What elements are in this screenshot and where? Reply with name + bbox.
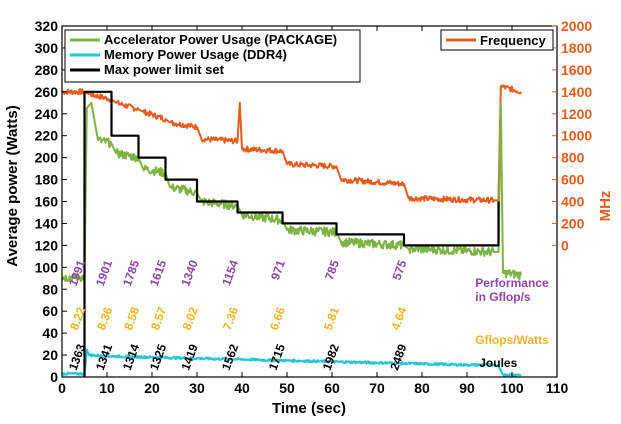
legend-label: Memory Power Usage (DDR4) [104, 47, 287, 62]
x-tick-label: 20 [144, 380, 160, 396]
performance-value: 785 [322, 258, 342, 282]
max-power-limit-line [83, 90, 500, 377]
y-tick-label: 140 [35, 215, 59, 231]
performance-group-label: in Gflop/s [475, 290, 531, 304]
y-tick-label: 100 [35, 259, 59, 275]
y2-tick-label: 400 [561, 194, 585, 210]
x-tick-label: 50 [279, 380, 295, 396]
legend-layer: Accelerator Power Usage (PACKAGE)Memory … [64, 29, 554, 83]
y2-tick-label: 1400 [561, 84, 592, 100]
y2-tick-label: 800 [561, 150, 585, 166]
legend-label: Frequency [480, 33, 547, 48]
y-tick-label: 60 [42, 303, 58, 319]
accelerator-power-line [61, 101, 522, 282]
y2-tick-label: 0 [561, 237, 569, 253]
y2-tick-label: 1200 [561, 106, 592, 122]
y-tick-label: 320 [35, 18, 59, 34]
y-tick-label: 120 [35, 237, 59, 253]
series-layer [61, 84, 522, 377]
y-tick-label: 300 [35, 40, 59, 56]
performance-value: 971 [268, 258, 288, 282]
x-tick-label: 80 [414, 380, 430, 396]
y-tick-label: 160 [35, 194, 59, 210]
ticks-layer: 0 10 20 30 40 50 60 70 80 90 100 110 0 20 40 60 80 100 120… [35, 18, 593, 396]
x-tick-label: 40 [234, 380, 250, 396]
x-tick-label: 100 [500, 380, 524, 396]
performance-value: 575 [390, 258, 410, 282]
y2-tick-label: 1800 [561, 40, 592, 56]
x-tick-label: 90 [459, 380, 475, 396]
x-tick-label: 60 [324, 380, 340, 396]
performance-group-label: Performance [475, 276, 549, 290]
frequency-line [61, 84, 522, 204]
y2-tick-label: 600 [561, 172, 585, 188]
y-tick-label: 40 [42, 325, 58, 341]
legend-box-left [64, 29, 361, 83]
x-axis-label: Time (sec) [272, 400, 346, 417]
y2-tick-label: 1000 [561, 128, 592, 144]
y2-tick-label: 2000 [561, 18, 592, 34]
y-tick-label: 80 [42, 281, 58, 297]
legend-label: Max power limit set [104, 62, 225, 77]
y-tick-label: 220 [35, 128, 59, 144]
x-tick-label: 110 [546, 380, 569, 396]
y-tick-label: 240 [35, 106, 59, 122]
x-tick-label: 0 [58, 380, 66, 396]
energy-group-label: Joules [479, 356, 517, 370]
efficiency-group-label: Gflops/Watts [475, 333, 549, 347]
legend-box-right [440, 29, 554, 51]
x-tick-label: 70 [369, 380, 385, 396]
y-tick-label: 260 [35, 84, 59, 100]
y-tick-label: 200 [35, 150, 59, 166]
legend-label: Accelerator Power Usage (PACKAGE) [104, 32, 337, 47]
x-tick-label: 10 [99, 380, 115, 396]
y-tick-label: 0 [50, 369, 58, 385]
memory-power-line [61, 348, 522, 377]
y-axis-label: Average power (Watts) [4, 105, 21, 266]
y2-axis-label: MHz [597, 191, 614, 222]
y-tick-label: 180 [35, 172, 59, 188]
y-tick-label: 20 [42, 347, 58, 363]
y2-tick-label: 1600 [561, 62, 592, 78]
y2-tick-label: 200 [561, 215, 585, 231]
y-tick-label: 280 [35, 62, 59, 78]
x-tick-label: 30 [189, 380, 205, 396]
